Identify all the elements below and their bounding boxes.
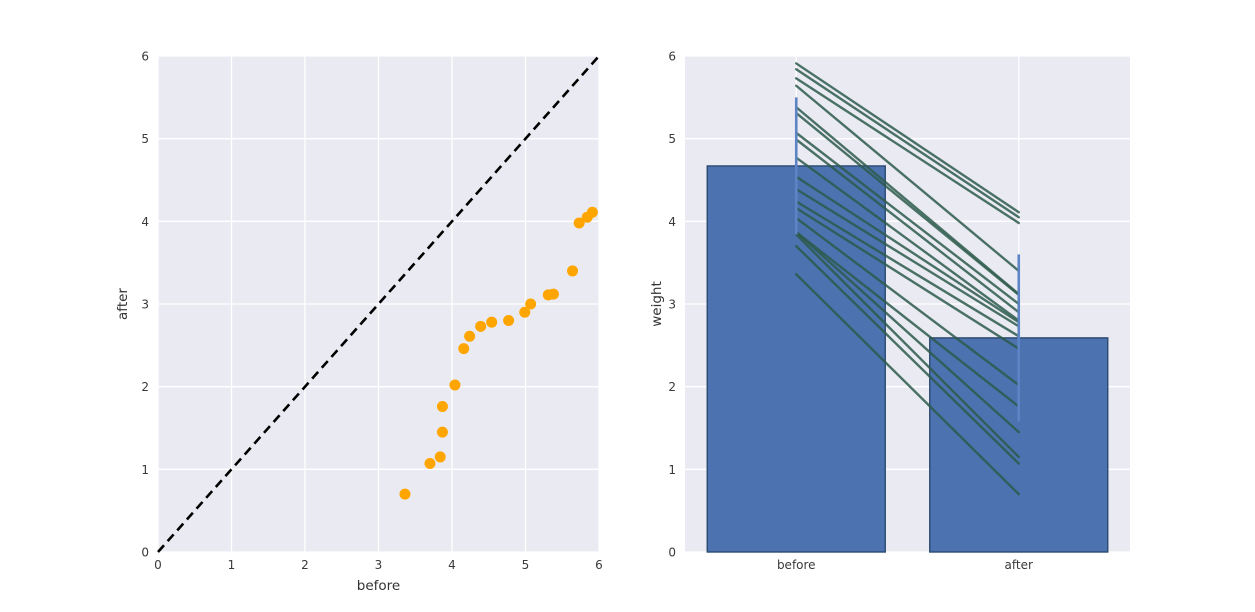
paired-line <box>795 244 1020 465</box>
scatter-point <box>458 343 470 355</box>
paired-line <box>795 111 1020 297</box>
y-tick-label: 0 <box>141 546 149 560</box>
x-tick-label: 6 <box>595 558 603 572</box>
y-tick-label: 1 <box>668 463 676 477</box>
y-tick-label: 6 <box>668 50 676 64</box>
scatter-point <box>586 206 598 218</box>
scatter-point <box>434 451 446 463</box>
paired-line <box>795 84 1020 273</box>
paired-line <box>795 273 1020 496</box>
x-axis-label: before <box>357 578 400 594</box>
paired-line <box>795 77 1020 225</box>
y-tick-label: 2 <box>141 380 149 394</box>
paired-line <box>795 106 1020 296</box>
scatter-point <box>519 306 531 318</box>
paired-line <box>795 206 1020 350</box>
paired-line <box>795 138 1020 314</box>
y-tick-label: 4 <box>668 215 676 229</box>
y-tick-label: 4 <box>141 215 149 229</box>
y-tick-label: 5 <box>668 132 676 146</box>
x-tick-label: 1 <box>228 558 236 572</box>
scatter-point <box>503 315 515 327</box>
y-tick-label: 5 <box>141 132 149 146</box>
paired-line <box>795 230 1020 408</box>
y-axis-label: weight <box>649 281 665 327</box>
scatter-point <box>486 316 498 328</box>
paired-line <box>795 230 1020 434</box>
scatter-point <box>525 298 537 310</box>
scatter-point <box>464 330 476 342</box>
scatter-point <box>436 401 448 413</box>
x-tick-label: before <box>777 558 816 572</box>
scatter-point <box>573 217 585 229</box>
paired-line <box>795 62 1020 214</box>
x-tick-label: 5 <box>522 558 530 572</box>
scatter-point <box>475 320 487 332</box>
scatter-point <box>567 265 579 277</box>
y-tick-label: 3 <box>668 298 676 312</box>
y-tick-label: 3 <box>141 298 149 312</box>
y-axis-label: after <box>115 288 131 320</box>
scatter-point <box>449 379 461 391</box>
y-tick-label: 6 <box>141 50 149 64</box>
identity-dashed-line <box>157 55 600 553</box>
paired-line <box>795 233 1020 459</box>
x-tick-label: 3 <box>375 558 383 572</box>
y-tick-label: 2 <box>668 380 676 394</box>
paired-line <box>795 175 1020 324</box>
scatter-point <box>399 488 411 500</box>
paired-line <box>795 68 1020 219</box>
paired-line <box>795 156 1020 322</box>
y-tick-label: 0 <box>668 546 676 560</box>
paired-line <box>795 216 1020 387</box>
paired-line <box>795 131 1020 306</box>
x-tick-label: 2 <box>301 558 309 572</box>
paired-line <box>795 200 1020 338</box>
y-tick-label: 1 <box>141 463 149 477</box>
scatter-point <box>424 458 436 470</box>
x-tick-label: 4 <box>448 558 456 572</box>
x-tick-label: 0 <box>154 558 162 572</box>
scatter-point <box>436 426 448 438</box>
x-tick-label: after <box>1005 558 1033 572</box>
scatter-point <box>547 288 559 300</box>
paired-line <box>795 187 1020 328</box>
